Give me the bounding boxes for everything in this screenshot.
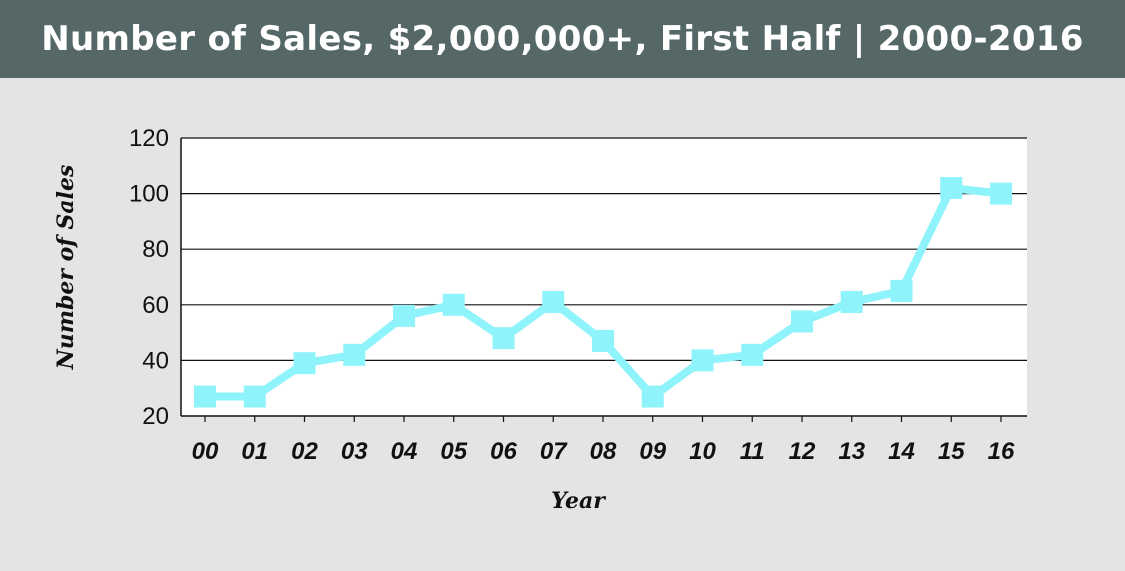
y-axis-ticks: 20 40 60 80 100 120 [129,125,169,430]
x-tick-label: 15 [938,438,965,465]
x-tick-label: 11 [740,438,765,465]
y-tick-label: 40 [142,347,169,374]
data-point-marker [741,343,764,366]
data-point-marker [343,343,366,366]
plot-area [181,138,1027,416]
x-axis-label: Year [551,488,606,514]
y-tick-label: 80 [142,236,169,263]
axes [180,138,1027,417]
y-tick-label: 100 [129,181,169,208]
chart-title: Number of Sales, $2,000,000+, First Half… [41,19,1084,59]
x-tick-label: 08 [590,438,617,465]
data-point-marker [940,177,963,200]
gridlines [181,137,1027,361]
title-bar: Number of Sales, $2,000,000+, First Half… [0,0,1125,78]
x-tick-label: 01 [241,438,268,465]
x-axis-ticks: 00 01 02 03 04 05 06 07 08 09 10 11 12 13 14 15 16 [192,416,1015,465]
data-point-marker [243,385,266,408]
y-tick-label: 20 [142,403,169,430]
data-point-marker [840,291,863,314]
line-chart: 20 40 60 80 100 120 00 01 02 03 04 05 06 07 08 09 10 11 1… [53,125,1027,514]
data-point-marker [442,293,465,316]
data-point-marker [691,349,714,372]
data-point-marker [990,182,1012,205]
x-tick-label: 04 [391,438,418,465]
x-tick-label: 16 [988,438,1015,465]
data-point-marker [542,291,565,314]
y-axis-label: Number of Sales [53,165,79,371]
x-tick-label: 07 [540,438,568,465]
data-point-marker [492,327,515,350]
data-point-marker [393,304,415,327]
x-tick-label: 06 [490,438,517,465]
x-tick-label: 00 [192,438,219,465]
data-point-marker [194,385,216,408]
x-tick-label: 03 [341,438,368,465]
y-tick-label: 60 [142,292,169,319]
series-group [194,177,1012,408]
data-point-marker [890,279,913,302]
x-tick-label: 12 [789,438,816,465]
data-point-marker [641,385,664,408]
x-tick-label: 10 [689,438,716,465]
x-tick-label: 05 [440,438,467,465]
x-tick-label: 13 [838,438,865,465]
x-tick-label: 14 [888,438,915,465]
data-point-marker [592,329,614,352]
x-tick-label: 09 [639,438,666,465]
x-tick-label: 02 [291,438,318,465]
y-tick-label: 120 [129,125,169,152]
data-point-marker [791,310,813,333]
data-point-marker [293,352,316,375]
